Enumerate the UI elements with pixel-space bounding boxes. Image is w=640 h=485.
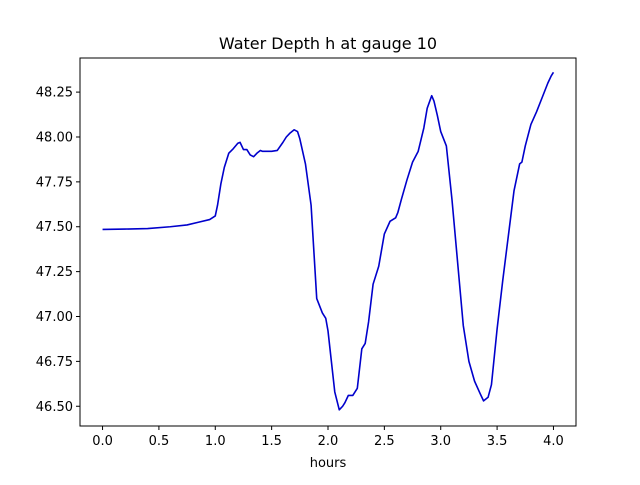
- x-tick-label: 2.0: [318, 434, 339, 449]
- y-tick-label: 46.75: [36, 355, 73, 370]
- x-tick-label: 4.0: [543, 434, 564, 449]
- y-tick-label: 46.50: [36, 400, 73, 415]
- x-axis-ticks: 0.0 0.5 1.0 1.5 2.0 2.5 3.0 3.5 4.0: [92, 426, 564, 449]
- y-tick-label: 47.75: [36, 175, 73, 190]
- y-axis-ticks: 46.50 46.75 47.00 47.25 47.50 47.75 48.00 48.25: [36, 86, 80, 415]
- x-tick-label: 3.0: [430, 434, 451, 449]
- plot-area: [79, 57, 577, 427]
- chart-title: Water Depth h at gauge 10: [219, 34, 437, 53]
- x-tick-label: 1.5: [261, 434, 282, 449]
- y-tick-label: 48.25: [36, 86, 73, 101]
- y-tick-label: 48.00: [36, 130, 73, 145]
- x-axis-label: hours: [310, 456, 347, 471]
- y-tick-label: 47.00: [36, 310, 73, 325]
- x-tick-label: 0.5: [149, 434, 170, 449]
- y-tick-label: 47.25: [36, 265, 73, 280]
- series-line-0: [102, 71, 555, 411]
- plot-background: [80, 58, 576, 426]
- x-tick-label: 0.0: [92, 434, 113, 449]
- y-tick-label: 47.50: [36, 220, 73, 235]
- x-tick-label: 2.5: [374, 434, 395, 449]
- x-tick-label: 3.5: [487, 434, 508, 449]
- x-tick-label: 1.0: [205, 434, 226, 449]
